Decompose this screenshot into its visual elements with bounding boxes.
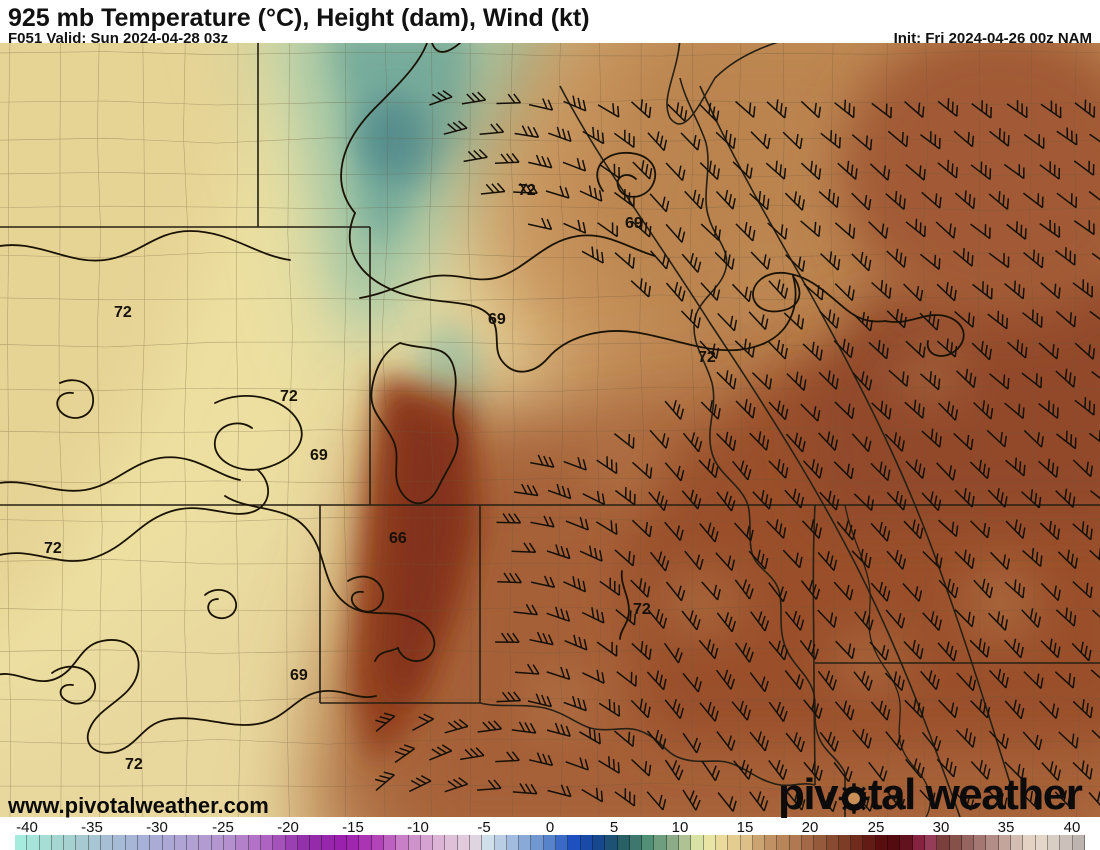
svg-text:piv: piv (778, 772, 839, 819)
svg-text:tal weather: tal weather (868, 772, 1083, 819)
